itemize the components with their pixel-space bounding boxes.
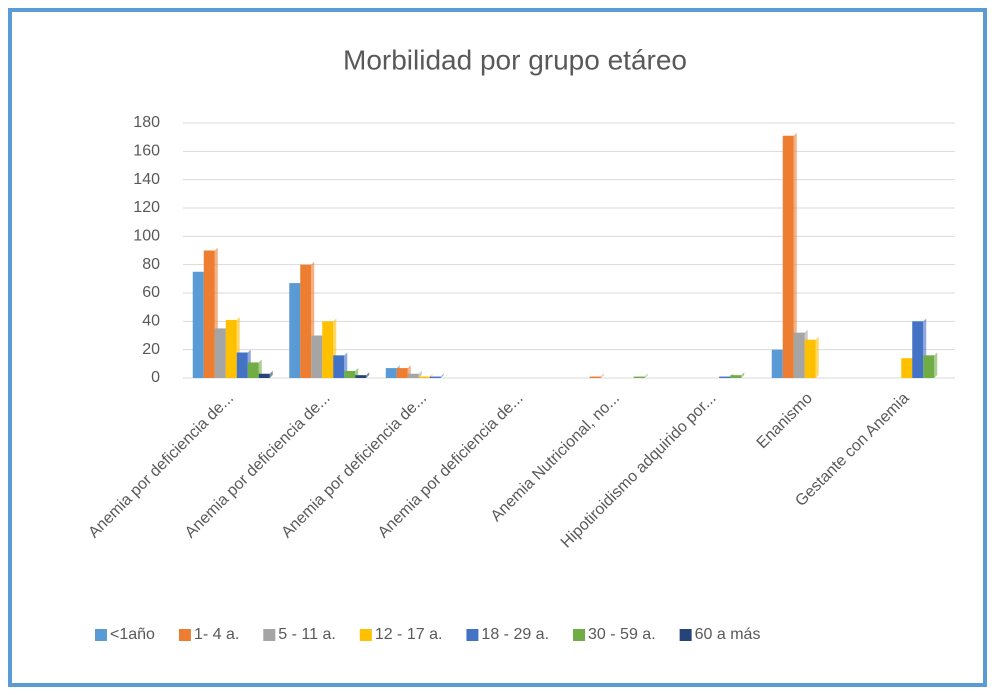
bar-side	[644, 373, 648, 378]
y-tick-label: 80	[142, 256, 160, 273]
legend-label: <1año	[110, 626, 155, 643]
bar	[730, 375, 742, 378]
bar-side	[793, 132, 797, 378]
bar	[344, 370, 356, 378]
bar	[418, 376, 430, 378]
legend-label: 1- 4 a.	[194, 626, 239, 643]
bar	[258, 373, 270, 378]
bar	[322, 321, 334, 378]
y-tick-label: 140	[133, 171, 160, 188]
legend-label: 12 - 17 a.	[375, 626, 443, 643]
chart-title: Morbilidad por grupo etáreo	[343, 44, 687, 75]
y-tick-label: 0	[151, 369, 160, 386]
legend-swatch	[573, 629, 586, 641]
y-tick-label: 120	[133, 199, 160, 216]
bar-side	[600, 373, 604, 378]
bar	[804, 339, 816, 378]
legend-swatch	[263, 629, 276, 641]
bar	[396, 368, 408, 378]
legend-label: 18 - 29 a.	[481, 626, 549, 643]
legend-swatch	[178, 629, 191, 641]
y-tick-label: 100	[133, 228, 160, 245]
bar-side	[934, 352, 938, 378]
bar	[203, 250, 215, 378]
bar	[311, 335, 323, 378]
bar	[214, 328, 226, 378]
bar	[793, 332, 805, 378]
bar	[923, 355, 935, 378]
bar	[355, 375, 367, 378]
y-tick-label: 40	[142, 313, 160, 330]
bar-side	[440, 373, 444, 378]
bar	[385, 368, 397, 378]
bar	[236, 352, 248, 378]
bar	[912, 321, 924, 378]
bar	[333, 355, 345, 378]
bar	[192, 271, 204, 378]
bar	[289, 283, 301, 378]
legend-swatch	[359, 629, 372, 641]
y-tick-label: 180	[133, 114, 160, 131]
y-tick-label: 160	[133, 143, 160, 160]
legend-label: 60 a más	[695, 626, 761, 643]
y-tick-label: 20	[142, 341, 160, 358]
legend-label: 30 - 59 a.	[588, 626, 656, 643]
bar-side	[741, 372, 745, 378]
legend-swatch	[679, 629, 692, 641]
bar	[771, 349, 783, 378]
bar	[633, 376, 645, 378]
legend-label: 5 - 11 a.	[278, 626, 336, 643]
bar-side	[258, 359, 262, 378]
bar-side	[366, 372, 370, 378]
bar-side	[269, 370, 273, 378]
legend-swatch	[466, 629, 479, 641]
bar	[782, 135, 794, 378]
bar	[429, 376, 441, 378]
bar	[719, 376, 731, 378]
bar	[901, 358, 913, 378]
bar	[589, 376, 601, 378]
bar	[407, 373, 419, 378]
bar	[247, 362, 259, 378]
bar	[300, 264, 312, 378]
bar-side	[418, 370, 422, 378]
y-tick-label: 60	[142, 284, 160, 301]
legend-swatch	[95, 629, 107, 641]
bar	[225, 319, 237, 378]
bar-side	[815, 336, 819, 378]
